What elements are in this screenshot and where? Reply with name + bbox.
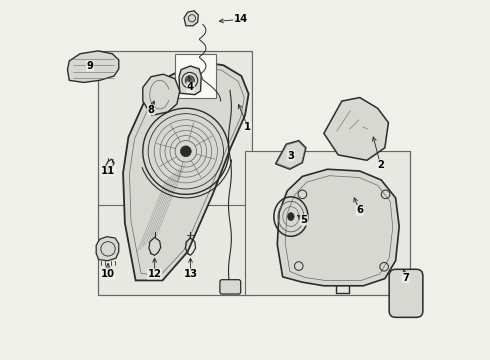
Text: 14: 14 [234,14,248,24]
Text: 11: 11 [101,166,115,176]
Polygon shape [277,169,399,286]
FancyBboxPatch shape [252,8,417,151]
FancyBboxPatch shape [245,151,410,295]
Text: 8: 8 [147,105,154,115]
Polygon shape [96,237,119,261]
Text: 2: 2 [377,160,384,170]
Circle shape [180,146,191,157]
Polygon shape [275,140,306,169]
Text: 4: 4 [187,82,194,93]
Text: 1: 1 [245,122,251,132]
Text: 13: 13 [183,269,197,279]
FancyBboxPatch shape [175,54,216,98]
Text: 6: 6 [356,206,363,216]
Polygon shape [324,98,389,160]
Text: 3: 3 [288,150,294,161]
Text: 12: 12 [147,269,162,279]
Ellipse shape [288,213,294,221]
Text: 9: 9 [87,61,94,71]
FancyBboxPatch shape [220,280,241,294]
Polygon shape [184,11,198,26]
FancyBboxPatch shape [98,51,252,209]
Polygon shape [123,62,248,280]
Text: 7: 7 [402,273,409,283]
Circle shape [185,76,195,85]
Polygon shape [68,51,119,82]
FancyBboxPatch shape [389,269,423,318]
Text: 5: 5 [301,215,308,225]
Polygon shape [143,74,180,116]
Text: 10: 10 [101,269,115,279]
FancyBboxPatch shape [98,205,252,295]
Polygon shape [179,66,201,95]
